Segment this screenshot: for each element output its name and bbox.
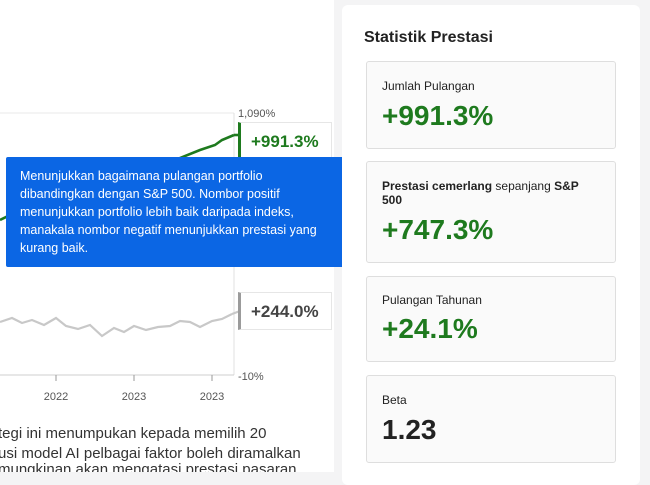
outperformance-box[interactable]: Prestasi cemerlang sepanjang S&P 500 +74… (366, 161, 616, 263)
outperformance-tooltip: Menunjukkan bagaimana pulangan portfolio… (6, 157, 354, 267)
stats-title: Statistik Prestasi (364, 29, 493, 46)
tooltip-line: menunjukkan portfolio lebih baik daripad… (20, 205, 294, 219)
x-tick-label: 2023 (122, 391, 146, 403)
description-line: mungkinan akan mengatasi prestasi pasara… (0, 461, 297, 472)
total-return-value: +991.3% (382, 100, 494, 131)
y-max-label: 1,090% (238, 108, 276, 120)
index-return-callout: +244.0% (238, 292, 332, 330)
outperformance-label: Prestasi cemerlang sepanjang S&P 500 (382, 179, 579, 207)
x-tick-label: 2023 (200, 391, 224, 403)
outperformance-value: +747.3% (382, 214, 494, 245)
annual-return-value: +24.1% (382, 313, 478, 344)
sp500-series-line (0, 313, 233, 338)
beta-value: 1.23 (382, 414, 437, 445)
portfolio-return-callout: +991.3% (238, 122, 332, 160)
beta-label: Beta (382, 393, 407, 407)
total-return-label: Jumlah Pulangan (382, 79, 475, 93)
strategy-description: tegi ini menumpukan kepada memilih 20 us… (0, 424, 334, 472)
performance-stats-card: Statistik Prestasi Jumlah Pulangan +991.… (342, 5, 640, 485)
description-line: tegi ini menumpukan kepada memilih 20 (0, 425, 267, 442)
annual-return-box: Pulangan Tahunan +24.1% (366, 276, 616, 362)
tooltip-line: manakala nombor negatif menunjukkan pres… (20, 223, 317, 237)
tooltip-line: dibandingkan dengan S&P 500. Nombor posi… (20, 187, 280, 201)
y-min-label: -10% (238, 371, 264, 383)
performance-chart: 2022 2023 2023 1,090% -10% (0, 108, 276, 403)
x-tick-label: 2022 (44, 391, 68, 403)
annual-return-label: Pulangan Tahunan (382, 293, 482, 307)
description-line: usi model AI pelbagai faktor boleh diram… (0, 445, 301, 462)
beta-box: Beta 1.23 (366, 375, 616, 463)
tooltip-line: kurang baik. (20, 241, 89, 255)
tooltip-line: Menunjukkan bagaimana pulangan portfolio (20, 169, 263, 183)
total-return-box: Jumlah Pulangan +991.3% (366, 61, 616, 149)
